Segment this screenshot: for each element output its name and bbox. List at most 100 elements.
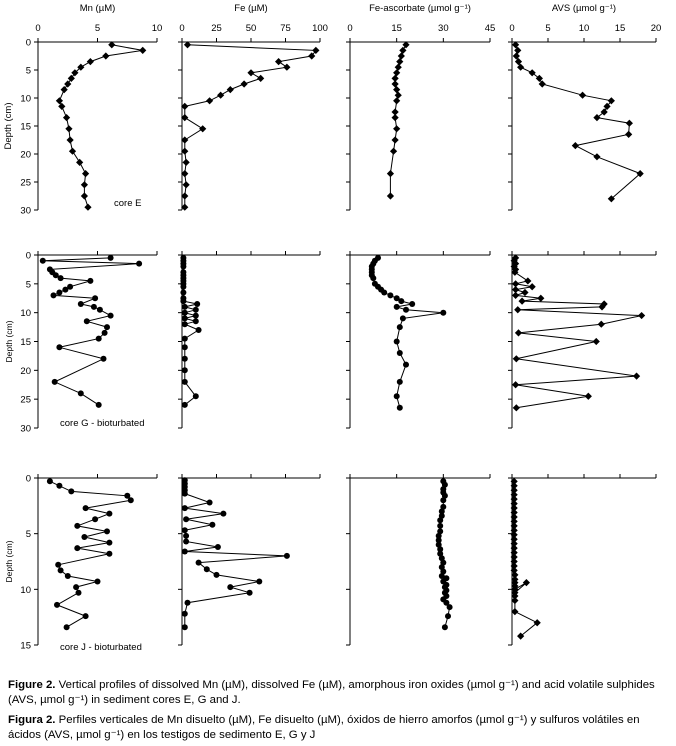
data-point — [96, 306, 103, 313]
data-point — [195, 559, 202, 566]
data-point — [533, 619, 541, 627]
x-tick-label: 5 — [95, 23, 100, 34]
data-point — [512, 280, 520, 288]
data-point — [55, 97, 64, 105]
series-line — [58, 44, 143, 208]
data-point — [592, 337, 600, 346]
data-point — [181, 548, 188, 555]
caption-spanish: Figura 2. Perfiles verticales de Mn disu… — [8, 713, 670, 743]
data-point — [538, 80, 546, 88]
data-point — [510, 553, 518, 561]
x-tick-label: 20 — [651, 23, 662, 34]
data-point — [82, 170, 90, 178]
panel-title-1: Fe (µM) — [234, 3, 267, 14]
caption-spanish-label: Figura 2. — [8, 714, 56, 726]
data-point — [403, 361, 409, 368]
caption-english: Figure 2. Vertical profiles of dissolved… — [8, 678, 670, 708]
data-point — [95, 335, 102, 342]
data-point — [510, 526, 518, 534]
data-point — [537, 294, 545, 302]
data-point — [510, 508, 518, 517]
data-point — [511, 268, 519, 276]
panel-title-2: Fe-ascorbate (µmol g⁻¹) — [369, 3, 471, 14]
data-point — [437, 550, 444, 557]
y-tick-label: 0 — [26, 251, 31, 262]
data-point — [46, 478, 53, 485]
x-tick-label: 15 — [615, 23, 626, 34]
data-point — [607, 195, 615, 203]
data-point — [391, 108, 399, 116]
data-point — [518, 297, 526, 305]
data-point — [510, 495, 518, 503]
data-point — [510, 257, 518, 265]
y-tick-label: 20 — [20, 366, 31, 377]
data-point — [593, 153, 601, 161]
data-point — [104, 528, 110, 535]
data-point — [67, 283, 74, 290]
data-point — [393, 393, 400, 400]
data-point — [510, 540, 518, 548]
x-tick-label: 5 — [545, 23, 550, 34]
x-tick-label: 30 — [438, 23, 449, 34]
data-point — [181, 321, 188, 328]
data-point — [535, 74, 543, 82]
data-point — [199, 125, 207, 133]
data-point — [511, 608, 519, 616]
data-point — [77, 63, 85, 71]
data-point — [397, 52, 405, 60]
data-point — [312, 46, 320, 54]
panel-title-0: Mn (µM) — [80, 3, 116, 14]
data-point — [528, 283, 536, 291]
data-point — [181, 344, 188, 351]
core-label: core E — [114, 198, 141, 209]
data-point — [446, 604, 453, 611]
data-point — [206, 499, 213, 506]
data-point — [598, 303, 606, 311]
data-point — [76, 158, 84, 166]
data-point — [578, 91, 587, 99]
data-point — [75, 589, 82, 596]
y-tick-label: 0 — [26, 474, 31, 485]
data-point — [62, 286, 69, 293]
data-point — [512, 260, 520, 268]
data-point — [57, 275, 64, 282]
data-point — [56, 344, 63, 351]
data-point — [398, 298, 405, 305]
y-tick-label: 20 — [20, 150, 31, 161]
data-point — [62, 114, 71, 122]
data-point — [512, 265, 520, 274]
data-point — [55, 561, 62, 568]
data-point — [74, 522, 81, 529]
data-point — [181, 505, 188, 512]
data-point — [203, 566, 210, 573]
data-point — [511, 571, 519, 579]
x-tick-label: 10 — [152, 23, 163, 34]
x-tick-label: 0 — [347, 23, 352, 34]
data-point — [58, 102, 66, 110]
data-point — [521, 288, 529, 297]
data-point — [82, 613, 89, 620]
data-point — [441, 624, 448, 631]
data-point — [510, 500, 518, 508]
series-line — [515, 44, 642, 200]
data-point — [308, 52, 316, 60]
data-point — [220, 510, 227, 517]
data-point — [95, 401, 102, 408]
data-point — [182, 181, 190, 189]
panel-title-3: AVS (µmol g⁻¹) — [552, 3, 616, 14]
data-point — [68, 488, 75, 495]
data-point — [100, 355, 107, 362]
data-point — [181, 490, 188, 497]
data-point — [393, 125, 401, 133]
data-point — [60, 86, 68, 94]
x-tick-label: 45 — [485, 23, 496, 34]
data-point — [50, 292, 57, 299]
data-point — [247, 69, 255, 77]
data-point — [181, 401, 188, 408]
depth-axis-label: Depth (cm) — [3, 103, 14, 150]
data-point — [94, 578, 101, 585]
data-point — [510, 548, 518, 557]
data-point — [441, 492, 448, 499]
data-point — [389, 147, 398, 155]
data-point — [92, 516, 99, 523]
